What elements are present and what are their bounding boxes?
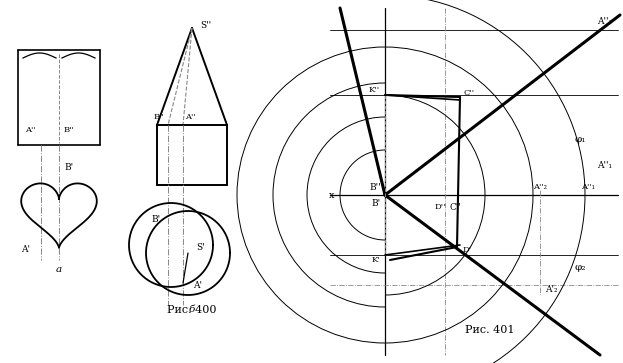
Text: A': A' [193,281,202,290]
Text: D'': D'' [435,203,447,211]
Text: A'': A'' [185,113,196,121]
Text: φ₁: φ₁ [574,135,586,144]
Text: B': B' [64,163,73,171]
Text: S': S' [196,244,204,253]
Text: A'₂: A'₂ [545,286,558,294]
Text: A'': A'' [25,126,36,134]
Text: B'': B'' [369,183,381,192]
Text: D': D' [463,246,472,254]
Text: A''₁: A''₁ [581,183,595,191]
Text: S'': S'' [200,20,211,29]
Text: a: a [56,265,62,274]
Text: Рис. 400: Рис. 400 [167,305,217,315]
Text: K'': K'' [369,86,380,94]
Text: φ₂: φ₂ [574,264,586,273]
Text: x: x [328,191,334,200]
Text: Рис. 401: Рис. 401 [465,325,515,335]
Text: C'': C'' [463,89,474,97]
Text: B'': B'' [64,126,74,134]
Text: A''₁: A''₁ [597,17,612,26]
Text: C'': C'' [450,203,462,212]
Text: A''₂: A''₂ [533,183,547,191]
Text: A': A' [21,245,30,254]
Text: B': B' [372,199,381,208]
Text: A''₁: A''₁ [597,160,612,170]
Text: B': B' [152,216,161,224]
Text: б: б [189,306,195,314]
Text: K': K' [371,256,380,264]
Text: B'': B'' [153,113,164,121]
